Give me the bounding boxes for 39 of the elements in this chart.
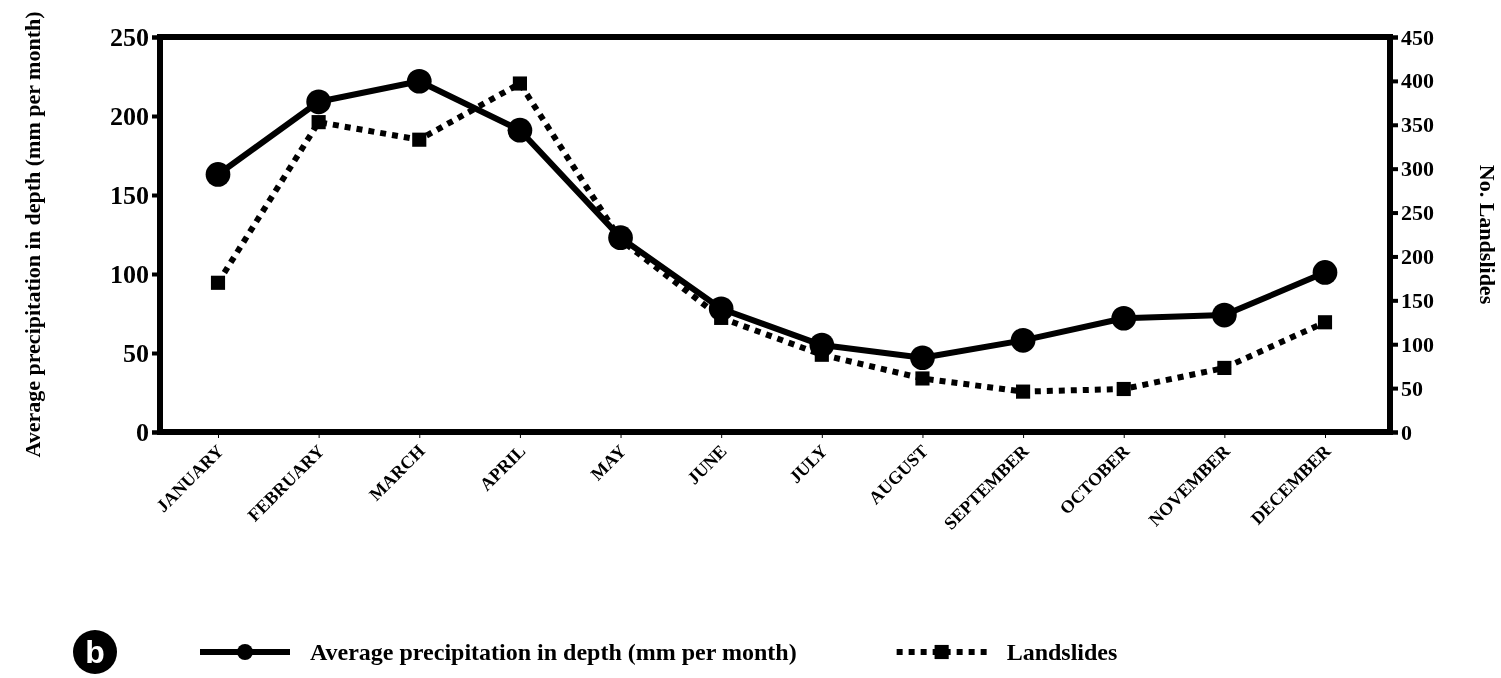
legend-label: Average precipitation in depth (mm per month): [310, 639, 797, 666]
y-tick-label: 50: [123, 338, 149, 368]
point: [507, 117, 533, 143]
y2-axis-title: No. Landslides: [1475, 164, 1500, 305]
y-tick-label: 100: [110, 259, 149, 289]
point: [406, 68, 432, 94]
point: [1010, 328, 1036, 353]
text: b: [85, 634, 105, 671]
point: [1317, 315, 1333, 330]
y2-tick-label: 200: [1401, 243, 1434, 269]
y2-tick-label: 250: [1401, 200, 1434, 226]
y2-tick-label: 300: [1401, 156, 1434, 182]
point: [1116, 381, 1131, 397]
point: [210, 275, 226, 290]
y-tick-label: 200: [110, 101, 149, 131]
point: [910, 345, 935, 371]
point: [1217, 360, 1232, 375]
point: [1111, 305, 1137, 331]
point: [311, 115, 326, 130]
y-tick-label: 0: [136, 417, 149, 447]
y2-tick-label: 50: [1401, 375, 1423, 401]
point: [205, 162, 231, 187]
point: [1016, 384, 1031, 399]
y-tick-label: 150: [110, 180, 149, 210]
point: [1212, 302, 1237, 328]
y2-tick-label: 350: [1401, 112, 1434, 138]
point: [1312, 260, 1338, 285]
legend-label: Landslides: [1006, 639, 1118, 666]
point: [915, 371, 930, 386]
point: [412, 132, 427, 147]
y2-tick-label: 450: [1401, 24, 1434, 50]
y2-tick-label: 150: [1401, 287, 1434, 313]
y2-tick-label: 400: [1401, 68, 1434, 94]
y-tick-label: 250: [110, 22, 149, 52]
point: [512, 76, 527, 91]
y2-tick-label: 0: [1401, 419, 1412, 445]
y2-tick-label: 100: [1401, 331, 1434, 357]
point: [306, 89, 331, 115]
y-axis-title: Average precipitation in depth (mm per month): [20, 11, 45, 458]
